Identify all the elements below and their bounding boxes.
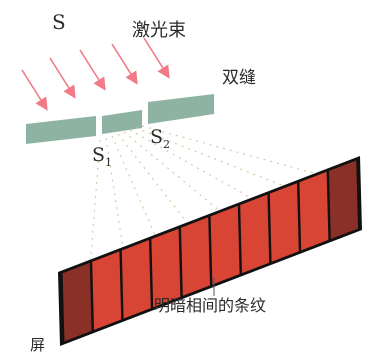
laser-ray-4	[111, 43, 138, 85]
bright-fringe-7	[240, 194, 270, 274]
slit-plate-right	[148, 94, 214, 124]
bright-fringe-5	[181, 217, 210, 296]
laser-rays	[21, 37, 170, 111]
slit1-label: S1	[92, 146, 112, 168]
wave-line-2	[105, 137, 125, 256]
interference-fringes	[62, 160, 358, 342]
fringes-label: 明暗相间的条纹	[154, 296, 267, 315]
bright-fringe-2	[92, 251, 122, 330]
laser-beam-label: 激光束	[132, 20, 186, 41]
bright-fringe-10	[329, 160, 358, 239]
wave-line-5	[123, 131, 227, 217]
screen-label: 屏	[30, 336, 46, 354]
laser-ray-1	[21, 69, 48, 111]
laser-ray-5	[143, 37, 170, 79]
slit1-label-main: S	[92, 144, 106, 166]
laser-ray-2	[49, 57, 76, 99]
wave-line-3	[111, 135, 159, 243]
screen	[58, 156, 362, 346]
wave-line-1	[89, 139, 101, 269]
bright-fringe-3	[121, 240, 151, 319]
slit-plate-middle	[102, 110, 142, 134]
wave-line-7	[135, 127, 295, 191]
source-label: S	[52, 10, 66, 34]
interference-waves	[89, 125, 329, 269]
slit2-label: S2	[150, 128, 170, 150]
slit1-label-subscript: 1	[105, 155, 113, 169]
slit2-label-subscript: 2	[163, 137, 171, 151]
bright-fringe-9	[299, 171, 329, 251]
slit2-label-main: S	[150, 126, 164, 148]
slit-plate-left	[26, 116, 96, 144]
bright-fringe-6	[210, 205, 240, 285]
laser-ray-3	[79, 49, 106, 91]
double-slit-plate	[26, 94, 214, 144]
bright-fringe-1	[62, 262, 92, 342]
bright-fringe-8	[269, 183, 299, 262]
double-slit-label: 双缝	[222, 68, 256, 88]
bright-fringe-4	[151, 228, 181, 308]
